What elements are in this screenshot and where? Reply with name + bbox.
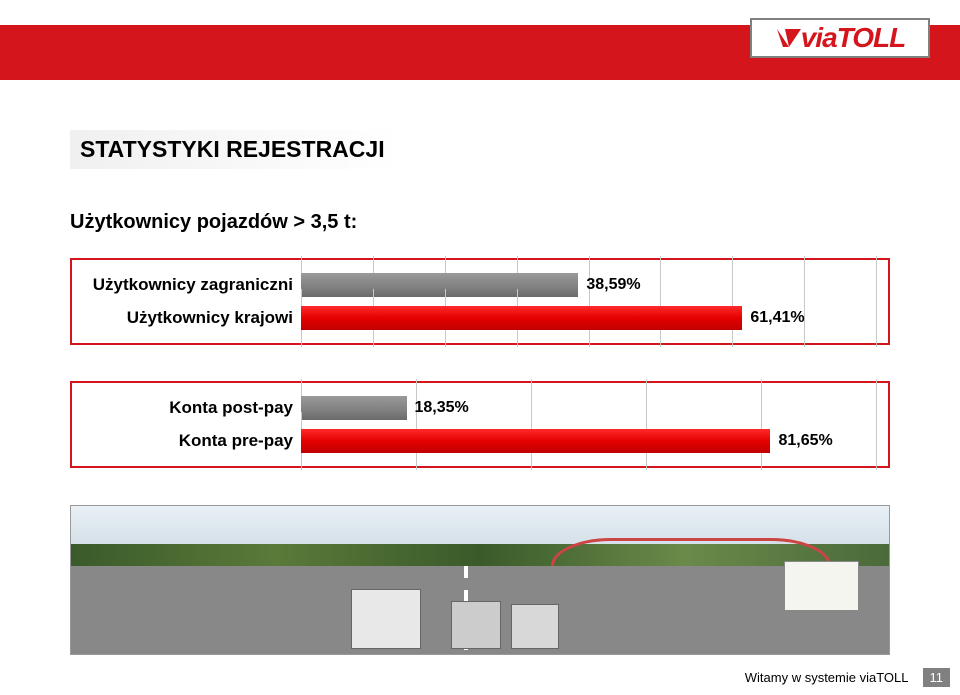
chart-row: Użytkownicy krajowi 61,41% — [76, 303, 876, 333]
bar-value: 38,59% — [586, 276, 640, 294]
bar — [301, 429, 770, 453]
bar-value: 61,41% — [750, 309, 804, 327]
page-title: STATYSTYKI REJESTRACJI — [80, 136, 385, 163]
footer-text: Witamy w systemie viaTOLL — [745, 670, 909, 685]
footer: Witamy w systemie viaTOLL 11 — [745, 668, 950, 687]
bar-value: 81,65% — [778, 432, 832, 450]
bar-value: 18,35% — [415, 399, 469, 417]
bar-area: 61,41% — [301, 303, 876, 333]
chart-accounts: Konta post-pay 18,35% Konta pre-pay 81,6… — [70, 381, 890, 468]
bar — [301, 306, 742, 330]
bar-label: Użytkownicy zagraniczni — [76, 275, 301, 295]
bar-label: Konta post-pay — [76, 398, 301, 418]
title-box: STATYSTYKI REJESTRACJI — [70, 130, 401, 169]
bar-area: 81,65% — [301, 426, 876, 456]
chart-row: Użytkownicy zagraniczni 38,59% — [76, 270, 876, 300]
chart-users: Użytkownicy zagraniczni 38,59% Użytkowni… — [70, 258, 890, 345]
page-number: 11 — [923, 668, 951, 687]
grid-line — [876, 412, 877, 470]
chart-row: Konta post-pay 18,35% — [76, 393, 876, 423]
logo-toll: TOLL — [837, 22, 906, 53]
bar-label: Użytkownicy krajowi — [76, 308, 301, 328]
bar — [301, 396, 407, 420]
grid-line — [876, 289, 877, 347]
bar — [301, 273, 578, 297]
bar-area: 18,35% — [301, 393, 876, 423]
viatoll-logo: viaTOLL — [750, 18, 930, 58]
logo-via: via — [801, 22, 837, 53]
highway-image — [70, 505, 890, 655]
chart-row: Konta pre-pay 81,65% — [76, 426, 876, 456]
subtitle: Użytkownicy pojazdów > 3,5 t: — [70, 211, 890, 234]
bar-label: Konta pre-pay — [76, 431, 301, 451]
